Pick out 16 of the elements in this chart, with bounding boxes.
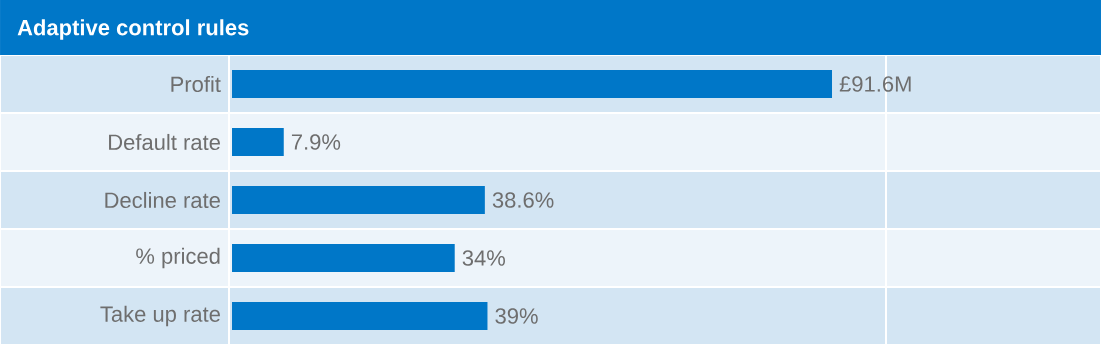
chart-title: Adaptive control rules — [17, 19, 249, 40]
data-label: 39% — [495, 308, 538, 324]
y-tick-label: Decline rate — [105, 191, 220, 209]
y-tick-label: % priced — [136, 247, 220, 269]
data-label: 38.6% — [492, 192, 554, 208]
bar — [232, 185, 485, 214]
bar — [232, 243, 455, 272]
data-label: 7.9% — [291, 134, 341, 150]
data-label: 34% — [462, 250, 506, 266]
bar — [232, 128, 284, 156]
bar — [232, 70, 833, 98]
y-tick-label: Profit — [171, 75, 221, 93]
y-tick-label: Default rate — [109, 133, 220, 151]
y-tick-label: Take up rate — [100, 305, 220, 327]
data-label: £91.6M — [839, 76, 911, 92]
bar — [232, 301, 488, 330]
